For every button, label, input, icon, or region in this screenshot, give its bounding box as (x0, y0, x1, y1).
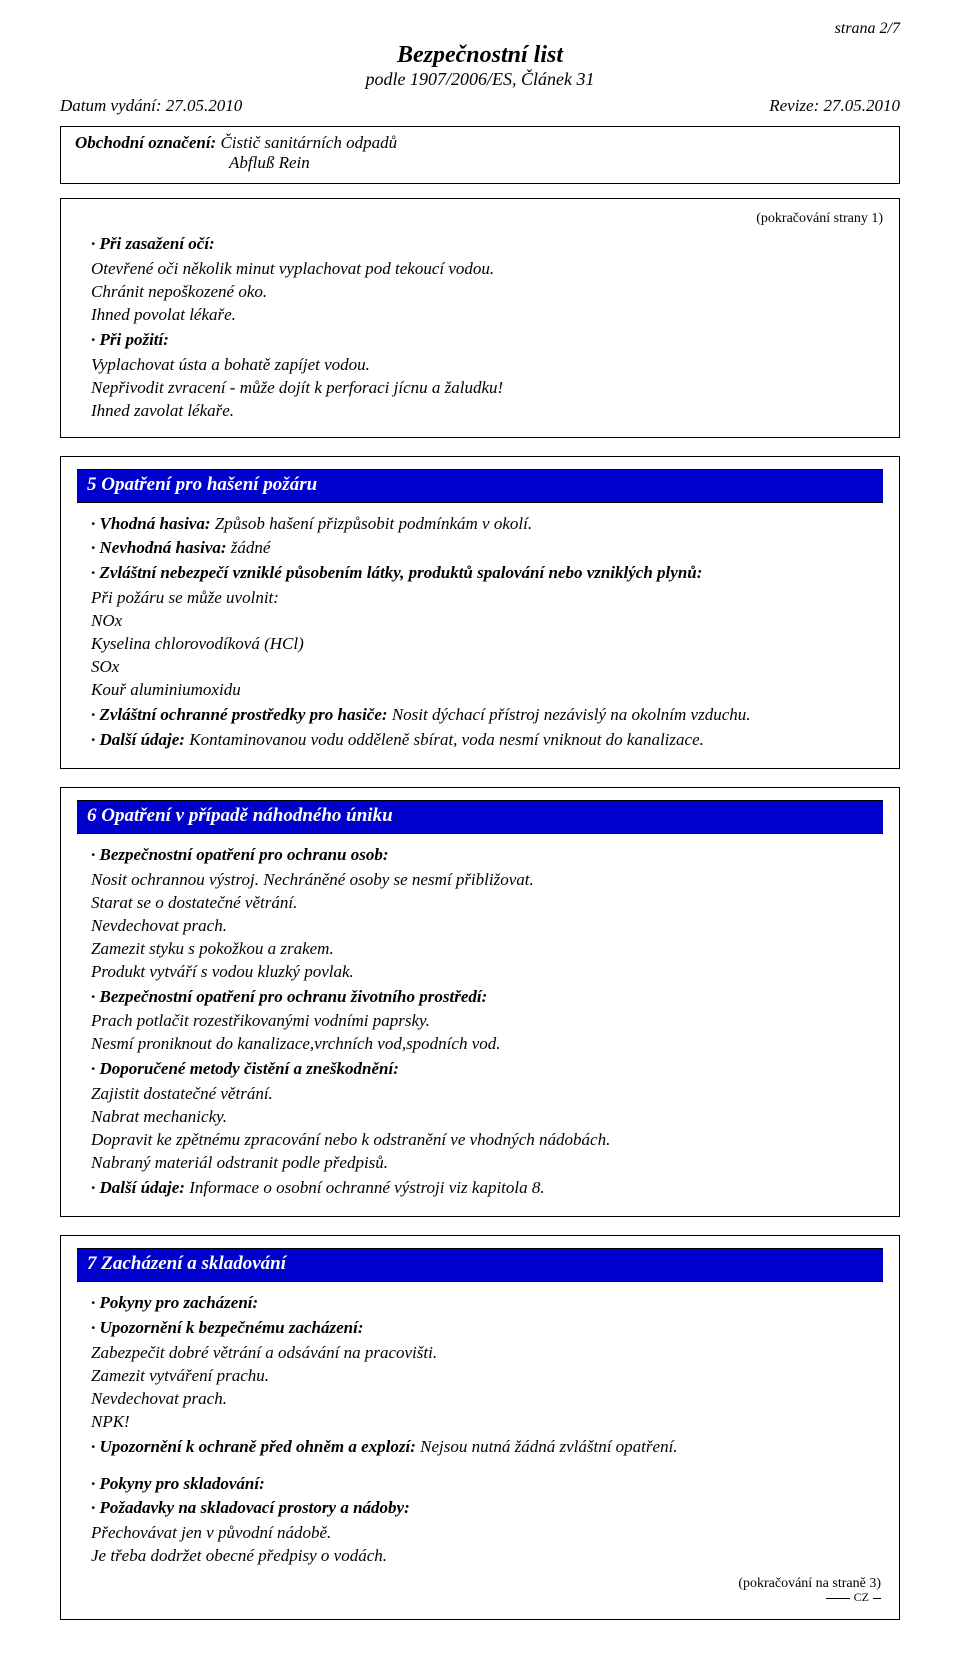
page: strana 2/7 Bezpečnostní list podle 1907/… (0, 0, 960, 1678)
text-line: Ihned povolat lékaře. (91, 304, 883, 327)
personal-label: Bezpečnostní opatření pro ochranu osob: (100, 845, 389, 864)
continuation-top: (pokračování strany 1) (77, 211, 883, 227)
product-name-1: Čistič sanitárních odpadů (220, 133, 397, 152)
text-line: Nepřivodit zvracení - může dojít k perfo… (91, 377, 883, 400)
other5-body: Kontaminovanou vodu odděleně sbírat, vod… (189, 730, 704, 749)
fire-label: Upozornění k ochraně před ohněm a exploz… (100, 1437, 416, 1456)
env-label: Bezpečnostní opatření pro ochranu životn… (100, 987, 488, 1006)
other6-body: Informace o osobní ochranné výstroji viz… (189, 1178, 544, 1197)
fire-body: Nejsou nutná žádná zvláštní opatření. (420, 1437, 677, 1456)
handling-label: Pokyny pro zacházení: (100, 1293, 259, 1312)
product-label: Obchodní označení: (75, 133, 216, 152)
other5-label: Další údaje: (100, 730, 185, 749)
safe-label: Upozornění k bezpečnému zacházení: (100, 1318, 364, 1337)
text-line: Zajistit dostatečné větrání. (91, 1083, 883, 1106)
text-line: Otevřené oči několik minut vyplachovat p… (91, 258, 883, 281)
revision-date: Revize: 27.05.2010 (769, 96, 900, 116)
section-6-box: 6 Opatření v případě náhodného úniku · B… (60, 787, 900, 1217)
text-line: Nevdechovat prach. (91, 915, 883, 938)
text-line: Prach potlačit rozestřikovanými vodními … (91, 1010, 883, 1033)
text-line: Ihned zavolat lékaře. (91, 400, 883, 423)
text-line: Je třeba dodržet obecné předpisy o vodác… (91, 1545, 883, 1568)
text-line: Přechovávat jen v původní nádobě. (91, 1522, 883, 1545)
document-title: Bezpečnostní list (60, 42, 900, 69)
text-line: Při požáru se může uvolnit: (91, 587, 883, 610)
text-line: Dopravit ke zpětnému zpracování nebo k o… (91, 1129, 883, 1152)
cz-mark: CZ (77, 1590, 883, 1605)
document-subtitle: podle 1907/2006/ES, Článek 31 (60, 69, 900, 90)
text-line: NPK! (91, 1411, 883, 1434)
unsuitable-label: Nevhodná hasiva: (100, 538, 227, 557)
section-7-header: 7 Zacházení a skladování (77, 1248, 883, 1282)
page-number: strana 2/7 (60, 20, 900, 38)
other6-label: Další údaje: (100, 1178, 185, 1197)
text-line: NOx (91, 610, 883, 633)
text-line: SOx (91, 656, 883, 679)
hazards-label: Zvláštní nebezpečí vzniklé působením lát… (100, 563, 703, 582)
text-line: Nabrat mechanicky. (91, 1106, 883, 1129)
section-7-box: 7 Zacházení a skladování · Pokyny pro za… (60, 1235, 900, 1620)
ppe-label: Zvláštní ochranné prostředky pro hasiče: (100, 705, 388, 724)
ingest-label: Při požití: (100, 330, 169, 349)
text-line: Chránit nepoškozené oko. (91, 281, 883, 304)
issue-date: Datum vydání: 27.05.2010 (60, 96, 242, 116)
suitable-label: Vhodná hasiva: (100, 514, 211, 533)
section-5-header: 5 Opatření pro hašení požáru (77, 469, 883, 503)
text-line: Starat se o dostatečné větrání. (91, 892, 883, 915)
unsuitable-body: žádné (231, 538, 271, 557)
product-name-2: Abfluß Rein (75, 153, 885, 173)
text-line: Nosit ochrannou výstroj. Nechráněné osob… (91, 869, 883, 892)
ppe-body: Nosit dýchací přístroj nezávislý na okol… (392, 705, 751, 724)
section-5-box: 5 Opatření pro hašení požáru · Vhodná ha… (60, 456, 900, 769)
eyes-label: Při zasažení očí: (100, 234, 215, 253)
text-line: Zamezit vytváření prachu. (91, 1365, 883, 1388)
storage-label: Pokyny pro skladování: (100, 1474, 265, 1493)
text-line: Kouř aluminiumoxidu (91, 679, 883, 702)
section-6-header: 6 Opatření v případě náhodného úniku (77, 800, 883, 834)
meta-row: Datum vydání: 27.05.2010 Revize: 27.05.2… (60, 96, 900, 116)
section-4-box: (pokračování strany 1) · Při zasažení oč… (60, 198, 900, 438)
clean-label: Doporučené metody čistění a zneškodnění: (100, 1059, 399, 1078)
text-line: Zabezpečit dobré větrání a odsávání na p… (91, 1342, 883, 1365)
text-line: Vyplachovat ústa a bohatě zapíjet vodou. (91, 354, 883, 377)
text-line: Nevdechovat prach. (91, 1388, 883, 1411)
req-label: Požadavky na skladovací prostory a nádob… (100, 1498, 410, 1517)
product-box: Obchodní označení: Čistič sanitárních od… (60, 126, 900, 184)
suitable-body: Způsob hašení přizpůsobit podmínkám v ok… (215, 514, 532, 533)
text-line: Zamezit styku s pokožkou a zrakem. (91, 938, 883, 961)
text-line: Nabraný materiál odstranit podle předpis… (91, 1152, 883, 1175)
text-line: Produkt vytváří s vodou kluzký povlak. (91, 961, 883, 984)
text-line: Kyselina chlorovodíková (HCl) (91, 633, 883, 656)
text-line: Nesmí proniknout do kanalizace,vrchních … (91, 1033, 883, 1056)
